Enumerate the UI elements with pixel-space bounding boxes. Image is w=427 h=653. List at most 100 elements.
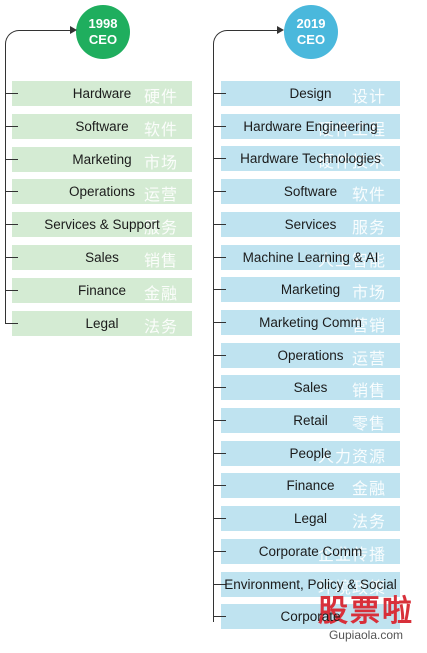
branch-tick	[6, 125, 18, 127]
branch-tick	[6, 322, 18, 324]
org-row-right: 设计 Design	[214, 81, 400, 106]
row-label-zh: 服务	[351, 219, 386, 237]
branch-tick	[214, 420, 226, 421]
row-label-zh: 软件	[143, 121, 178, 139]
org-row-right: 销售 Sales	[214, 375, 400, 401]
row-label-zh: 销售	[143, 253, 178, 270]
org-row-right: 法务 Legal	[214, 506, 400, 532]
ceo-2019-circle: 2019 CEO	[284, 5, 338, 59]
branch-tick	[214, 518, 226, 520]
branch-tick	[6, 257, 18, 258]
row-label-en: Hardware Technologies	[240, 151, 381, 167]
row-label-zh: 人力资源	[317, 448, 386, 466]
row-label-en: Corporate	[280, 609, 341, 625]
ceo-2019-year: 2019	[296, 16, 326, 31]
row-label-zh: 环境政策	[317, 579, 386, 597]
row-label-en: Software	[75, 118, 129, 134]
row-label-en: Design	[289, 86, 332, 101]
branch-tick	[214, 616, 226, 618]
row-label-zh: 市场	[143, 154, 178, 172]
row-label-zh: 运营	[143, 187, 178, 205]
org-row-left: 服务 Services & Support	[6, 212, 192, 238]
row-label-zh: 法务	[143, 318, 178, 336]
branch-tick	[214, 550, 226, 552]
row-label-zh: 软件	[351, 187, 386, 205]
row-label-en: People	[289, 445, 332, 461]
org-row-right: 硬件工程 Hardware Engineering	[214, 113, 400, 139]
branch-tick	[214, 93, 226, 94]
branch-tick	[6, 158, 18, 160]
row-label-zh: 硬件技术	[317, 154, 386, 172]
trunk-line-2019	[213, 44, 214, 622]
branch-tick	[214, 256, 226, 258]
arrowhead-2019	[277, 26, 284, 34]
row-label-zh: 金融	[351, 481, 386, 499]
row-label-zh: 服务	[143, 220, 178, 238]
org-row-left: 运营 Operations	[6, 179, 192, 205]
connector-curve-2019	[213, 30, 278, 51]
row-label-zh: 硬件工程	[317, 121, 386, 139]
connector-curve-1998	[5, 30, 72, 51]
org-row-right: 营销 Marketing Comm	[214, 309, 400, 335]
row-label-zh: 硬件	[143, 89, 178, 106]
branch-tick	[214, 387, 226, 389]
branch-tick	[214, 354, 226, 356]
org-row-right: 市场 Marketing	[214, 277, 400, 303]
row-label-en: Marketing	[280, 282, 341, 298]
branch-tick	[214, 583, 226, 585]
row-label-en: Retail	[293, 413, 328, 428]
row-label-en: Services	[284, 216, 337, 232]
row-label-zh: 法务	[351, 514, 386, 532]
row-label-en: Software	[283, 184, 338, 200]
row-label-en: Marketing	[72, 151, 132, 167]
branch-tick	[6, 93, 18, 94]
org-row-right: 人力资源 People	[214, 440, 400, 466]
row-label-en: Corporate Comm	[258, 543, 363, 559]
ceo-1998-year: 1998	[88, 16, 118, 31]
branch-tick	[6, 224, 18, 226]
org-row-right: 零售 Retail	[214, 408, 400, 433]
branch-tick	[214, 452, 226, 454]
row-label-en: Finance	[77, 282, 127, 298]
org-row-left: 金融 Finance	[6, 277, 192, 303]
row-label-en: Sales	[85, 250, 119, 265]
org-row-right: 运营 Operations	[214, 342, 400, 368]
row-label-zh: 营销	[351, 317, 386, 335]
branch-tick	[214, 223, 226, 225]
org-row-left: 硬件 Hardware	[6, 81, 192, 106]
org-row-left: 软件 Software	[6, 113, 192, 139]
row-label-en: Environment, Policy & Social	[224, 576, 397, 592]
watermark-logo-text: 股票啦	[318, 595, 414, 628]
row-label-en: Hardware	[72, 86, 132, 101]
row-label-zh: 金融	[143, 285, 178, 303]
row-label-en: Legal	[293, 511, 328, 527]
org-row-right: 金融 Finance	[214, 473, 400, 499]
row-label-en: Marketing Comm	[259, 314, 362, 330]
branch-tick	[214, 158, 226, 160]
row-label-en: Sales	[293, 380, 328, 396]
org-row-right: 企业传播 Corporate Comm	[214, 538, 400, 564]
org-row-right: Corporate	[214, 604, 400, 630]
row-label-zh: 企业传播	[317, 546, 386, 564]
org-row-right: 软件 Software	[214, 179, 400, 205]
org-row-right: 环境政策 Environment, Policy & Social	[214, 571, 400, 597]
ceo-1998-role: CEO	[88, 32, 118, 47]
org-row-left: 销售 Sales	[6, 245, 192, 270]
branch-tick	[214, 191, 226, 193]
branch-tick	[6, 289, 18, 291]
ceo-1998-circle: 1998 CEO	[76, 5, 130, 59]
org-row-right: 服务 Services	[214, 211, 400, 237]
row-label-en: Services & Support	[44, 217, 160, 233]
ceo-2019-role: CEO	[296, 32, 326, 47]
branch-tick	[214, 485, 226, 487]
org-row-left: 法务 Legal	[6, 310, 192, 336]
row-label-en: Hardware Engineering	[243, 118, 378, 134]
row-label-en: Legal	[85, 315, 119, 331]
org-row-left: 市场 Marketing	[6, 146, 192, 172]
org-row-right: 硬件技术 Hardware Technologies	[214, 146, 400, 172]
org-row-right: 人工智能 Machine Learning & AI	[214, 244, 400, 270]
row-label-zh: 零售	[351, 416, 386, 433]
row-label-zh: 市场	[351, 285, 386, 303]
branch-tick	[214, 125, 226, 127]
row-label-en: Operations	[277, 347, 344, 363]
